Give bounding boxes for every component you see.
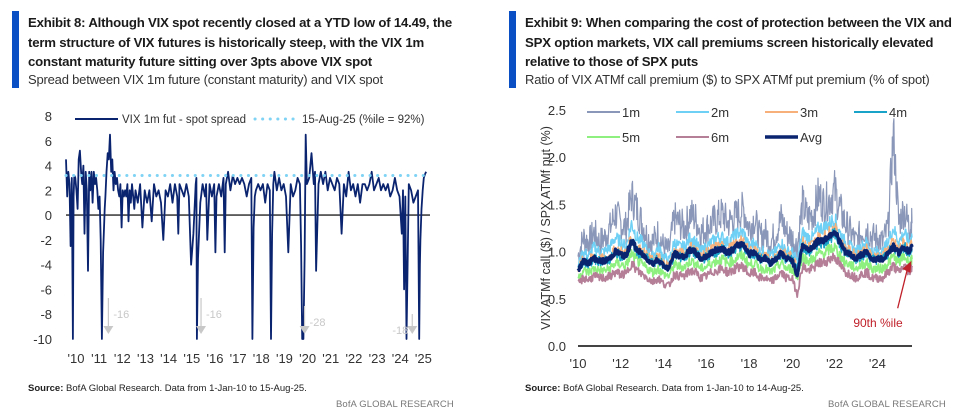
x-tick-label: '16 [698,356,715,371]
exhibit-8-chart: 8 6 4 2 0 -2 -4 -6 -8 -10 '10 '11 '12 '13 '14 '15 '16 '17… [33,109,432,366]
x-tick-label: '18 [741,356,758,371]
annotation-label: -28 [310,317,326,329]
y-tick-label: 2 [45,183,52,198]
x-tick-label: '18 [253,351,270,366]
x-tick-label: '17 [230,351,247,366]
exhibit-8-brand: BofA GLOBAL RESEARCH [336,399,454,410]
x-tick-label: '20 [783,356,800,371]
exhibit-8-panel: Exhibit 8: Although VIX spot recently cl… [0,0,480,419]
x-tick-label: '25 [415,351,432,366]
y-tick-label: 4 [45,159,52,174]
series-line-avg [576,230,914,278]
x-tick-label: '16 [206,351,223,366]
annotation-arrow-head [407,326,418,334]
exhibit-9-panel: Exhibit 9: When comparing the cost of pr… [480,0,961,419]
annotation-arrow-head [196,326,207,334]
y-tick-label: -2 [40,233,52,248]
x-tick-label: '11 [91,351,107,366]
y-axis-label: VIX ATMf call ($) / SPX ATMf put (%) [539,126,553,330]
x-tick-label: '14 [160,351,177,366]
source-label: Source: [28,383,64,394]
x-tick-label: '10 [570,356,587,371]
legend-label-4m: 4m [889,105,907,120]
exhibit-8-title: Exhibit 8: Although VIX spot recently cl… [28,15,453,69]
x-tick-label: '23 [369,351,386,366]
x-tick-label: '14 [655,356,672,371]
x-tick-label: '24 [869,356,886,371]
x-tick-label: '13 [137,351,154,366]
annotation-label: -18 [392,325,408,337]
x-tick-label: '15 [183,351,200,366]
legend-label-5m: 5m [622,130,640,145]
y-tick-label: 1.5 [548,197,566,212]
legend-label-3m: 3m [800,105,818,120]
exhibit-9-subtitle: Ratio of VIX ATMf call premium ($) to SP… [525,72,930,87]
y-tick-label: -4 [40,258,52,273]
exhibit-9-brand: BofA GLOBAL RESEARCH [828,399,946,410]
x-tick-label: '22 [826,356,843,371]
source-text: BofA Global Research. Data from 1-Jan-10… [560,383,804,394]
legend-label-6m: 6m [711,130,729,145]
exhibit-8-source: Source: BofA Global Research. Data from … [28,383,307,394]
series-line-1m [577,118,913,264]
y-tick-label: 0.0 [548,339,566,354]
series-line-2m [577,213,913,268]
annotation-arrow-head [299,326,310,334]
y-tick-label: 2.5 [548,103,566,118]
legend-label-1m: 1m [622,105,640,120]
series-line-spread [65,133,427,340]
legend-label-percentile: 15-Aug-25 (%ile = 92%) [302,114,425,126]
annotation-label: -16 [113,309,129,321]
annotation-arrow-shaft [897,268,909,309]
x-tick-label: '10 [68,351,85,366]
exhibit-9-chart: VIX ATMf call ($) / SPX ATMf put (%) 2.5 2… [539,103,914,371]
annotation-label: 90th %ile [853,316,903,330]
x-tick-label: '19 [276,351,293,366]
exhibit-9-title: Exhibit 9: When comparing the cost of pr… [525,15,952,69]
exhibit-8-subtitle: Spread between VIX 1m future (constant m… [28,72,383,87]
y-tick-label: -10 [33,332,52,347]
x-tick-label: '12 [612,356,629,371]
y-tick-label: 0.5 [548,292,566,307]
legend-label-avg: Avg [800,130,822,145]
annotation-arrow-head [103,326,114,334]
y-tick-label: 0 [45,208,52,223]
legend-label-2m: 2m [711,105,729,120]
y-tick-label: -6 [40,282,52,297]
exhibit-9-source: Source: BofA Global Research. Data from … [525,383,804,394]
x-tick-label: '12 [114,351,131,366]
annotation-arrow-head [902,260,912,273]
y-tick-label: 6 [45,134,52,149]
y-tick-label: 8 [45,109,52,124]
x-tick-label: '22 [345,351,362,366]
y-tick-label: -8 [40,307,52,322]
y-tick-label: 2.0 [548,150,566,165]
source-text: BofA Global Research. Data from 1-Jan-10… [63,383,307,394]
y-tick-label: 1.0 [548,245,566,260]
x-tick-label: '21 [322,351,339,366]
legend-label-spread: VIX 1m fut - spot spread [122,114,246,126]
accent-bar [12,11,19,88]
x-tick-label: '20 [299,351,316,366]
annotation-label: -16 [206,309,222,321]
x-tick-label: '24 [392,351,409,366]
accent-bar [509,11,516,88]
source-label: Source: [525,383,561,394]
series-line-6m [577,252,913,298]
